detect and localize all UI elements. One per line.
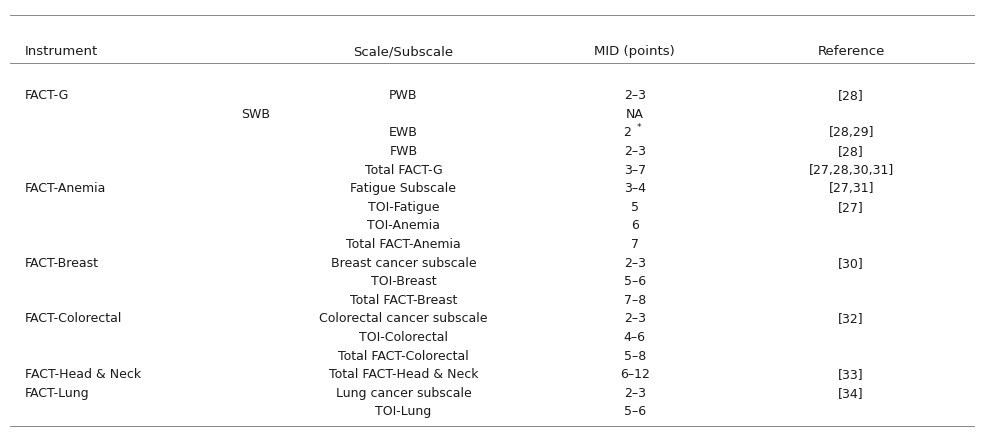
Text: 2–3: 2–3: [624, 257, 646, 270]
Text: EWB: EWB: [389, 127, 418, 140]
Text: FACT-Lung: FACT-Lung: [25, 387, 90, 400]
Text: TOI-Anemia: TOI-Anemia: [367, 219, 440, 232]
Text: PWB: PWB: [390, 89, 417, 102]
Text: Total FACT-Head & Neck: Total FACT-Head & Neck: [329, 368, 478, 381]
Text: Lung cancer subscale: Lung cancer subscale: [336, 387, 471, 400]
Text: 5–8: 5–8: [624, 349, 646, 362]
Text: FACT-Anemia: FACT-Anemia: [25, 182, 106, 195]
Text: 5–6: 5–6: [624, 405, 646, 419]
Text: 5–6: 5–6: [624, 275, 646, 288]
Text: 2–3: 2–3: [624, 145, 646, 158]
Text: Scale/Subscale: Scale/Subscale: [353, 45, 454, 58]
Text: [33]: [33]: [838, 368, 864, 381]
Text: 2–3: 2–3: [624, 312, 646, 325]
Text: Total FACT-G: Total FACT-G: [364, 164, 443, 177]
Text: FACT-Head & Neck: FACT-Head & Neck: [25, 368, 141, 381]
Text: [30]: [30]: [838, 257, 864, 270]
Text: TOI-Fatigue: TOI-Fatigue: [368, 201, 439, 214]
Text: 2–3: 2–3: [624, 89, 646, 102]
Text: 6–12: 6–12: [620, 368, 649, 381]
Text: TOI-Breast: TOI-Breast: [371, 275, 436, 288]
Text: 4–6: 4–6: [624, 331, 646, 344]
Text: *: *: [637, 123, 641, 132]
Text: [34]: [34]: [838, 387, 864, 400]
Text: Reference: Reference: [818, 45, 885, 58]
Text: Total FACT-Anemia: Total FACT-Anemia: [346, 238, 461, 251]
Text: 5: 5: [631, 201, 639, 214]
Text: 6: 6: [631, 219, 639, 232]
Text: FACT-G: FACT-G: [25, 89, 69, 102]
Text: [27]: [27]: [838, 201, 864, 214]
Text: FACT-Colorectal: FACT-Colorectal: [25, 312, 122, 325]
Text: MID (points): MID (points): [594, 45, 675, 58]
Text: [28]: [28]: [838, 89, 864, 102]
Text: 2–3: 2–3: [624, 387, 646, 400]
Text: SWB: SWB: [241, 108, 270, 121]
Text: Total FACT-Breast: Total FACT-Breast: [349, 294, 458, 307]
Text: Fatigue Subscale: Fatigue Subscale: [350, 182, 457, 195]
Text: 7–8: 7–8: [624, 294, 646, 307]
Text: 3–4: 3–4: [624, 182, 646, 195]
Text: FACT-Breast: FACT-Breast: [25, 257, 98, 270]
Text: 7: 7: [631, 238, 639, 251]
Text: Total FACT-Colorectal: Total FACT-Colorectal: [338, 349, 468, 362]
Text: NA: NA: [626, 108, 644, 121]
Text: TOI-Colorectal: TOI-Colorectal: [359, 331, 448, 344]
Text: FWB: FWB: [390, 145, 417, 158]
Text: 3–7: 3–7: [624, 164, 646, 177]
Text: TOI-Lung: TOI-Lung: [375, 405, 432, 419]
Text: [28,29]: [28,29]: [829, 127, 874, 140]
Text: [27,28,30,31]: [27,28,30,31]: [809, 164, 893, 177]
Text: Colorectal cancer subscale: Colorectal cancer subscale: [319, 312, 488, 325]
Text: Breast cancer subscale: Breast cancer subscale: [331, 257, 476, 270]
Text: [27,31]: [27,31]: [829, 182, 874, 195]
Text: [28]: [28]: [838, 145, 864, 158]
Text: Instrument: Instrument: [25, 45, 97, 58]
Text: [32]: [32]: [838, 312, 864, 325]
Text: 2: 2: [623, 127, 631, 140]
